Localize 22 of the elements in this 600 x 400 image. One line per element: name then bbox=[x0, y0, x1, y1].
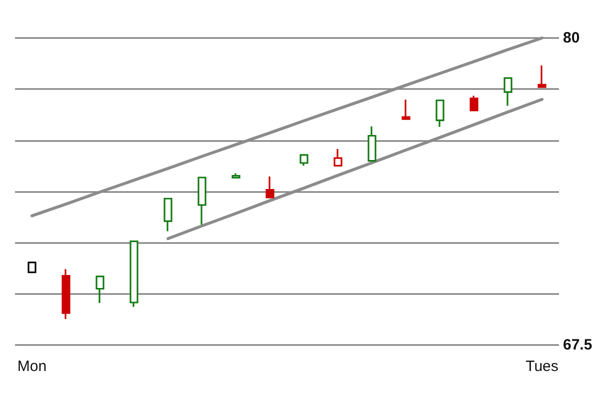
candlestick bbox=[266, 176, 274, 198]
candlestick bbox=[232, 172, 240, 179]
line-series bbox=[166, 98, 544, 240]
candlestick bbox=[368, 126, 376, 162]
candlestick bbox=[130, 240, 138, 308]
candlestick bbox=[96, 276, 104, 304]
x-tick-label: Mon bbox=[17, 358, 47, 375]
x-tick-label: Tues bbox=[526, 358, 558, 375]
candlestick bbox=[470, 94, 478, 112]
candlestick bbox=[164, 198, 172, 232]
candlestick bbox=[436, 100, 444, 128]
candlestick bbox=[300, 154, 308, 167]
y-tick-label: 80 bbox=[563, 30, 580, 46]
candlestick bbox=[334, 148, 342, 167]
candlestick bbox=[62, 268, 70, 320]
candlestick bbox=[198, 176, 206, 226]
candlestick bbox=[28, 262, 36, 274]
candlestick bbox=[504, 77, 512, 107]
candlestick bbox=[538, 64, 546, 88]
line-series bbox=[30, 36, 544, 218]
y-tick-label: 67.5 bbox=[563, 336, 592, 354]
candlestick bbox=[402, 98, 410, 120]
